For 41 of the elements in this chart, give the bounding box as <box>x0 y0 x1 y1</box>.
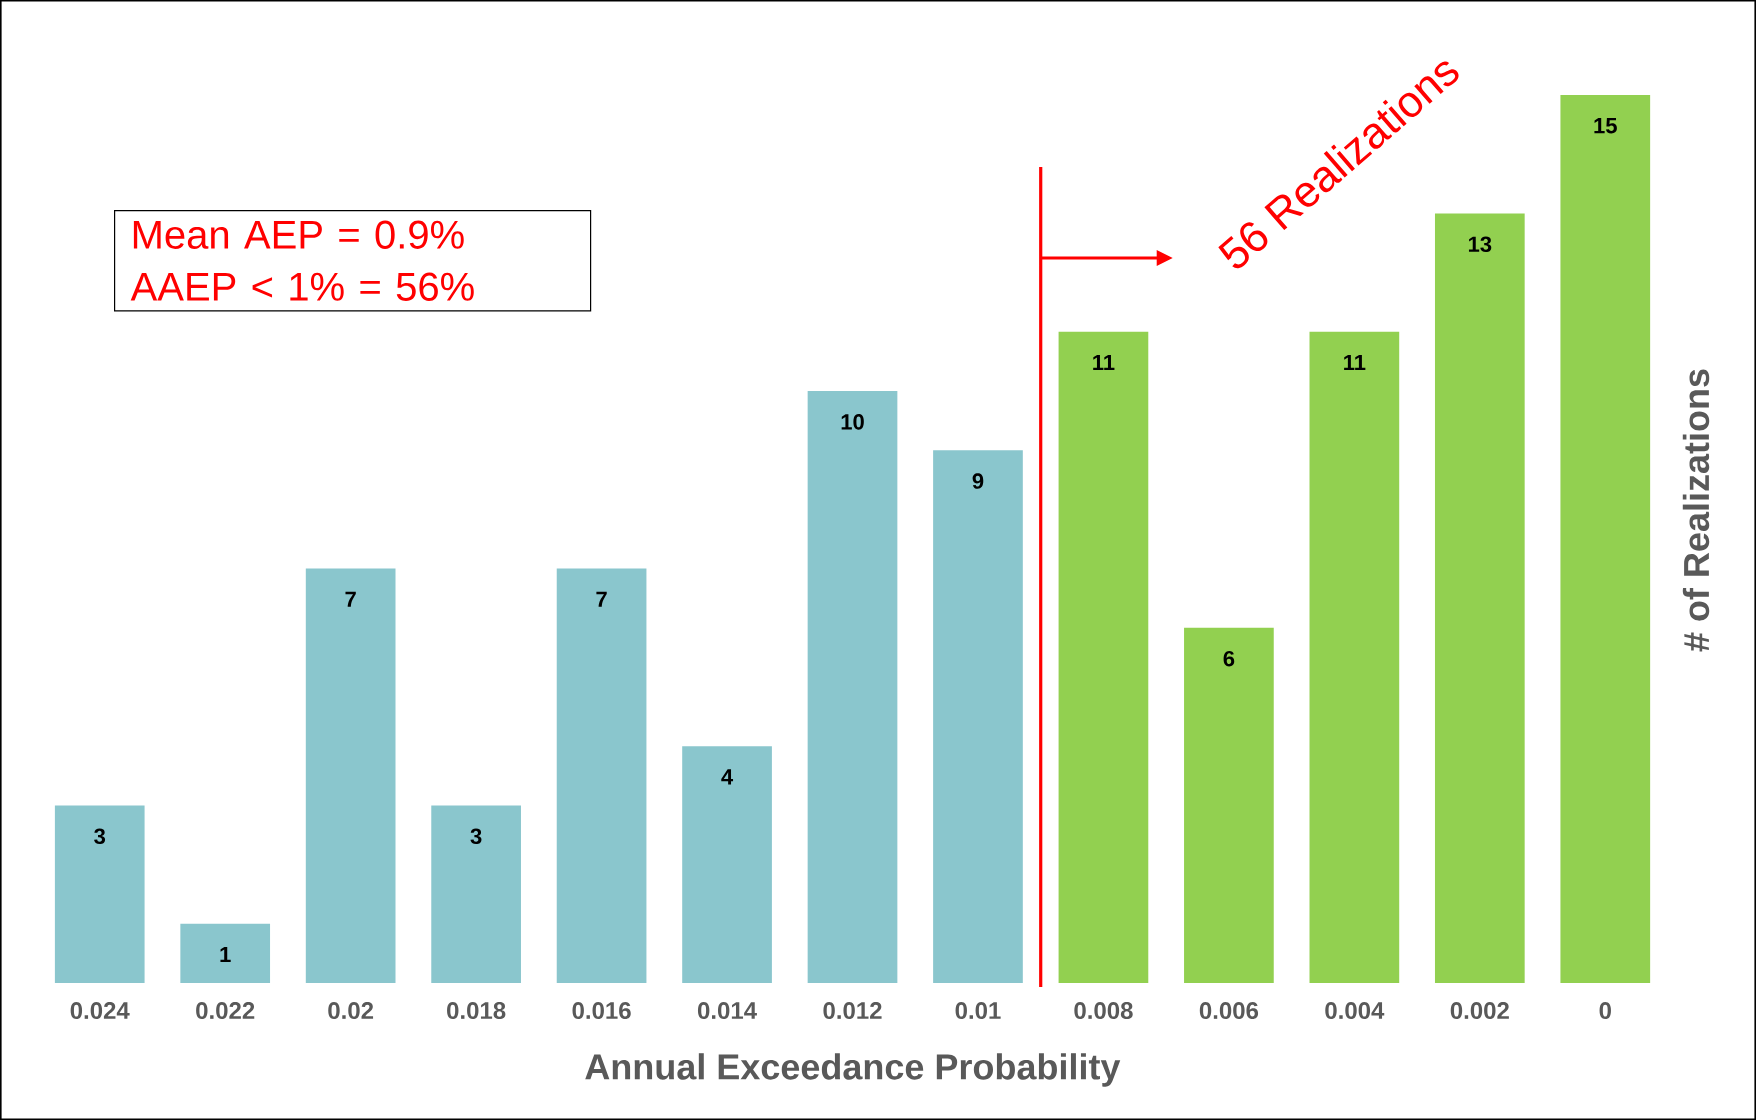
bar <box>933 450 1023 983</box>
bar <box>305 568 396 983</box>
x-axis-title: Annual Exceedance Probability <box>585 1053 1121 1087</box>
data-label: 7 <box>596 591 607 607</box>
x-tick-label: 0.006 <box>1199 1002 1259 1020</box>
x-tick-label: 0.022 <box>196 1002 255 1020</box>
bar <box>1309 331 1400 983</box>
bar <box>1184 627 1274 983</box>
x-tick-label: 0.014 <box>697 1002 757 1020</box>
data-label: 10 <box>841 414 864 430</box>
x-tick-label: 0.01 <box>955 1002 1001 1020</box>
data-label: 11 <box>1344 354 1366 370</box>
x-tick-label: 0 <box>1599 1002 1611 1020</box>
bar <box>180 923 271 983</box>
x-tick-label: 0.004 <box>1325 1002 1385 1020</box>
data-label: 15 <box>1594 118 1617 134</box>
bar <box>807 391 898 983</box>
x-tick-label: 0.012 <box>823 1002 882 1020</box>
data-label: 13 <box>1468 236 1492 253</box>
data-label: 4 <box>721 769 734 785</box>
data-label: 6 <box>1223 650 1235 667</box>
annotation: AAEP < 1% = 56% <box>130 272 474 301</box>
data-label: 3 <box>94 828 106 845</box>
data-label: 3 <box>470 828 482 845</box>
data-label: 1 <box>220 946 231 962</box>
y-axis-title: # of Realizations <box>1682 369 1710 652</box>
x-tick-label: 0.002 <box>1450 1002 1509 1020</box>
x-tick-label: 0.016 <box>572 1002 631 1020</box>
data-label: 11 <box>1093 354 1115 370</box>
x-tick-label: 0.02 <box>328 1002 374 1020</box>
bar <box>556 568 647 983</box>
x-tick-label: 0.018 <box>447 1002 506 1020</box>
x-tick-label: 0.008 <box>1074 1002 1133 1020</box>
bar <box>682 746 772 983</box>
x-tick-label: 0.024 <box>70 1002 130 1020</box>
bar <box>431 805 521 983</box>
bar <box>1560 95 1651 983</box>
bar <box>54 805 145 983</box>
data-label: 9 <box>972 473 984 489</box>
data-label: 7 <box>345 591 356 607</box>
annotation: Mean AEP = 0.9% <box>133 220 464 249</box>
